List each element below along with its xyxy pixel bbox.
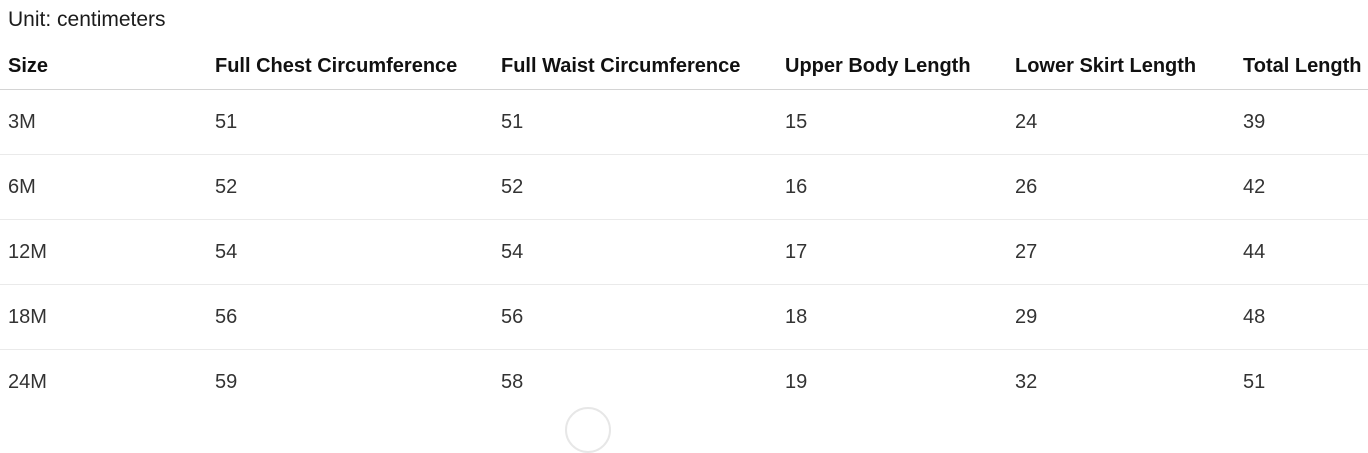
cell-chest: 52 — [215, 154, 501, 220]
cell-lower-skirt: 29 — [1015, 284, 1243, 350]
cell-lower-skirt: 24 — [1015, 89, 1243, 155]
cell-total-length: 39 — [1243, 89, 1368, 155]
column-header-full-waist-circumference: Full Waist Circumference — [501, 34, 785, 90]
cell-total-length: 44 — [1243, 219, 1368, 285]
cell-waist: 54 — [501, 219, 785, 285]
size-chart-body: 3M 51 51 15 24 39 6M 52 52 16 26 42 12M … — [0, 89, 1368, 415]
cell-size: 24M — [8, 370, 47, 393]
cell-chest: 51 — [215, 89, 501, 155]
cell-waist: 56 — [501, 284, 785, 350]
column-header-size: Size — [0, 34, 215, 90]
cell-size: 18M — [0, 284, 215, 350]
cell-chest: 56 — [215, 284, 501, 350]
cell-lower-skirt: 32 — [1015, 370, 1038, 393]
cell-size: 3M — [0, 89, 215, 155]
size-chart-header: Size Full Chest Circumference Full Waist… — [0, 34, 1368, 90]
cell-total-length: 42 — [1243, 154, 1368, 220]
cell-waist: 51 — [501, 89, 785, 155]
column-header-total-length: Total Length — [1243, 34, 1368, 90]
size-chart-table: Size Full Chest Circumference Full Waist… — [0, 34, 1368, 415]
table-row-24m: 24M 59 58 19 32 51 — [0, 350, 1368, 415]
table-row-6m: 6M 52 52 16 26 42 — [0, 154, 1368, 220]
unit-label: Unit: centimeters — [8, 8, 166, 31]
cell-waist: 52 — [501, 154, 785, 220]
cell-upper-body: 19 — [785, 370, 808, 393]
cell-waist: 58 — [501, 370, 524, 393]
column-header-full-chest-circumference: Full Chest Circumference — [215, 34, 501, 90]
column-header-upper-body-length: Upper Body Length — [785, 34, 1015, 90]
table-row-12m: 12M 54 54 17 27 44 — [0, 219, 1368, 285]
cell-upper-body: 16 — [785, 154, 1015, 220]
cell-size: 12M — [0, 219, 215, 285]
cell-chest: 54 — [215, 219, 501, 285]
cell-total-length: 48 — [1243, 284, 1368, 350]
table-row-3m: 3M 51 51 15 24 39 — [0, 89, 1368, 155]
cell-upper-body: 17 — [785, 219, 1015, 285]
header-row: Size Full Chest Circumference Full Waist… — [0, 34, 1368, 90]
cell-upper-body: 15 — [785, 89, 1015, 155]
table-row-18m: 18M 56 56 18 29 48 — [0, 284, 1368, 350]
column-header-lower-skirt-length: Lower Skirt Length — [1015, 34, 1243, 90]
cell-lower-skirt: 27 — [1015, 219, 1243, 285]
cell-lower-skirt: 26 — [1015, 154, 1243, 220]
cell-size: 6M — [0, 154, 215, 220]
cell-upper-body: 18 — [785, 284, 1015, 350]
cell-total-length: 51 — [1243, 370, 1266, 393]
cell-chest: 59 — [215, 370, 238, 393]
